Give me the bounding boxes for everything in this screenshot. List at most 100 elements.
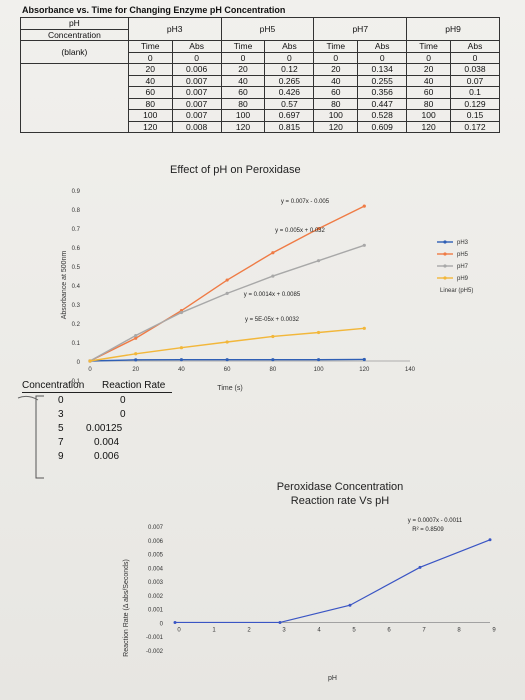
- y-tick-label: 0.8: [72, 208, 81, 214]
- table-cell: 40: [313, 74, 359, 87]
- reaction-rate-table: Concentration Reaction Rate 0 0 3 0 5 0.…: [17, 380, 222, 500]
- data-point: [225, 278, 229, 282]
- table-cell: 120: [220, 120, 266, 133]
- x-tick-label: 40: [178, 367, 185, 373]
- legend-trendline-entry: Linear (pH5): [440, 288, 473, 294]
- time-header: Time: [313, 40, 359, 53]
- conc-value: 3: [58, 409, 64, 420]
- data-point: [134, 336, 138, 340]
- y-tick-label: 0.1: [72, 341, 81, 347]
- data-point: [348, 603, 352, 607]
- abs-header: Abs: [450, 40, 500, 53]
- table-cell: 40: [127, 74, 173, 87]
- y-tick-label: 0.002: [148, 594, 164, 600]
- concentration-col-header: Concentration: [22, 380, 85, 391]
- table-cell: 0.265: [264, 74, 315, 87]
- x-tick-label: 140: [405, 367, 416, 373]
- y-tick-label: 0.9: [72, 189, 81, 195]
- legend-entry: pH3: [457, 240, 469, 246]
- x-tick-label: 120: [359, 367, 370, 373]
- data-point: [362, 204, 366, 208]
- legend-marker: [443, 264, 447, 268]
- y-tick-label: 0.003: [148, 580, 164, 586]
- table-cell: 20: [406, 63, 452, 76]
- y-tick-label: 0.2: [72, 322, 81, 328]
- data-point: [362, 357, 366, 362]
- table-cell: 0.12: [264, 63, 315, 76]
- data-point: [173, 620, 177, 624]
- y-tick-label: 0.5: [72, 265, 81, 271]
- table-cell: 0.007: [171, 86, 222, 99]
- table-cell: 20: [127, 63, 173, 76]
- x-tick-label: 2: [247, 627, 251, 633]
- table-cell: 0.038: [450, 63, 500, 76]
- legend-entry: pH5: [457, 252, 469, 258]
- table-cell: 0.007: [171, 97, 222, 110]
- table-cell: 100: [127, 109, 173, 122]
- rate-value: 0.004: [94, 437, 120, 448]
- table-cell: 0.697: [264, 109, 315, 122]
- data-point: [225, 340, 229, 344]
- ph-header: pH: [20, 17, 129, 30]
- table-cell: 0.426: [264, 86, 315, 99]
- table-cell: 0: [127, 51, 173, 64]
- table-cell: 100: [313, 109, 359, 122]
- reaction-rate-chart: -0.002 -0.001 0 0.001 0.002 0.003 0.004 0.005 0.…: [123, 518, 496, 682]
- y-tick-label: -0.001: [146, 635, 164, 641]
- x-tick-label: 7: [422, 627, 426, 633]
- table-cell: 60: [313, 86, 359, 99]
- table-cell: 0.007: [171, 109, 222, 122]
- y-tick-label: -0.1: [70, 379, 81, 385]
- x-tick-label: 0: [88, 367, 92, 373]
- table-cell: 0.07: [450, 74, 500, 87]
- time-header: Time: [406, 40, 452, 53]
- chart1-title: Effect of pH on Peroxidase: [170, 164, 301, 176]
- chart2-title: Peroxidase Concentration Reaction rate V…: [276, 481, 404, 507]
- conc-value: 7: [58, 437, 64, 448]
- reaction-rate-col-header: Reaction Rate: [102, 380, 166, 391]
- trendline-equation: y = 5E-05x + 0.0032: [245, 317, 300, 323]
- data-point: [362, 243, 366, 247]
- data-point: [316, 226, 321, 231]
- data-point: [134, 352, 138, 356]
- table-cell: 120: [127, 120, 173, 133]
- group-header-ph5: pH5: [220, 17, 315, 41]
- x-tick-label: 3: [282, 627, 286, 633]
- table-cell: 0.1: [450, 86, 500, 99]
- trendline-equation: y = 0.007x - 0.005: [281, 199, 330, 205]
- y-tick-label: 0.006: [148, 539, 164, 545]
- data-point: [271, 274, 275, 278]
- table-cell: 0.447: [357, 97, 408, 110]
- y-tick-label: -0.002: [146, 649, 164, 655]
- r-squared: R² = 0.8509: [412, 527, 444, 533]
- x-tick-label: 0: [177, 627, 181, 633]
- data-point: [88, 359, 92, 363]
- data-point: [179, 346, 184, 350]
- table-cell: 40: [220, 74, 266, 87]
- table-cell: 0.255: [357, 74, 408, 87]
- time-header: Time: [220, 40, 266, 53]
- x-tick-label: 100: [314, 367, 325, 373]
- conc-value: 0: [58, 395, 64, 406]
- table-cell: 0.008: [171, 120, 222, 133]
- rate-value: 0: [120, 409, 126, 420]
- table-cell: 0.356: [357, 86, 408, 99]
- table-cell: 100: [220, 109, 266, 122]
- x-tick-label: 4: [317, 627, 321, 633]
- conc-value: 5: [58, 423, 64, 434]
- table-cell: 80: [220, 97, 266, 110]
- y-tick-label: 0.001: [148, 608, 164, 614]
- data-point: [271, 358, 275, 362]
- data-point: [278, 620, 282, 624]
- x-tick-label: 20: [132, 367, 139, 373]
- y-tick-label: 0.3: [72, 303, 81, 309]
- y-tick-label: 0: [160, 621, 164, 627]
- table-cell: 0: [171, 51, 222, 64]
- x-axis-label: Time (s): [217, 385, 242, 392]
- absorbance-table: pH pH3 pH5 pH7 pH9 Concentration (blank)…: [20, 17, 500, 133]
- absorbance-chart: -0.1 0 0.1 0.2 0.3 0.4 0.5 0.6 0.7 0.8 0.9 0 20 40 60 8…: [61, 189, 473, 392]
- table-cell: 0: [220, 51, 266, 64]
- series-line-ph9: [89, 327, 365, 362]
- rate-value: 0: [120, 395, 126, 406]
